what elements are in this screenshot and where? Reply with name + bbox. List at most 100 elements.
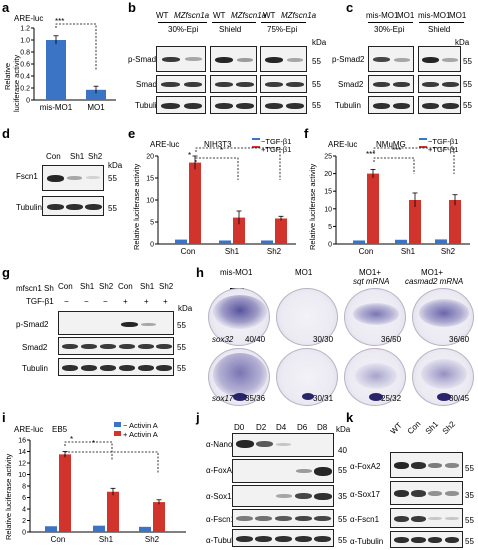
b-underline-1 [158,22,207,23]
j-lane-4: D6 [297,423,308,432]
g-lane-4: Con [118,282,133,291]
h-mrna-3: sqt mRNA [353,277,390,286]
k-blot-sox17 [390,481,463,505]
f-ytick-label-3: 15 [324,189,332,196]
g-blot-tubulin [58,358,174,376]
panel-label-j: j [196,410,200,425]
b-lane-1: WT [156,11,169,20]
f-ytick-label-5: 25 [324,154,332,161]
c-marker-1: 55 [463,57,472,66]
i-sig-2: * [92,439,96,448]
i-bar-neg-2 [139,526,151,532]
panel-label-g: g [2,265,10,280]
g-row-tubulin: Tubulin [22,364,48,373]
j-blot-foxa2 [232,459,334,483]
k-lane-1: WT [388,420,404,436]
i-legend-1: − Activin A [123,421,158,430]
a-axes: 0 0.2 0.4 0.6 0.8 1.0 1.2 [20,26,116,105]
e-ytick-label-0: 0 [150,242,154,249]
b-marker-3: 55 [312,101,321,110]
a-bars: mis-MO1 MO1 [40,23,106,112]
c-blot-smad2-1 [368,75,414,93]
f-legend-2: +TGF-β1 [428,145,459,154]
f-bar-pos-1 [409,200,421,244]
i-sig-bracket-2 [64,451,159,474]
e-axes: 0 5 10 15 20 [146,154,296,249]
j-row-sox17: α-Sox17 [206,492,236,501]
a-ytick-label-5: 1.0 [20,38,30,45]
e-sig-bracket-1 [195,157,239,180]
c-lane-1: mis-MO1 [366,11,399,20]
f-bar-pos-2 [449,200,461,244]
h-embryo-r2-c4 [412,348,474,406]
e-legend-swatch-2 [252,146,260,148]
b-stage-1: 30%-Epi [168,25,199,34]
j-row-fscn1: α-Fscn1 [206,515,236,524]
b-blot-smad2-1 [156,75,206,93]
b-underline-2 [212,22,256,23]
b-blot-tubulin-1 [156,96,206,114]
i-xlabel-2: Sh2 [145,535,160,544]
f-sig-2: *** [392,146,402,155]
a-bar-0 [46,40,66,100]
b-lane-3: WT [213,11,226,20]
h-count-r2-c4: 30/45 [449,394,470,403]
j-marker-2: 55 [338,466,347,475]
e-xlabel-1: Sh1 [225,247,240,256]
j-marker-5: 55 [338,536,347,545]
c-stage-2: Shield [428,25,451,34]
g-marker-2: 55 [177,343,186,352]
g-row-smad2: Smad2 [22,343,48,352]
k-marker-2: 35 [465,491,474,500]
e-bar-pos-0 [189,162,201,244]
c-underline-1 [368,22,413,23]
b-marker-1: 55 [312,57,321,66]
f-bar-neg-1 [395,239,407,244]
b-marker-2: 55 [312,80,321,89]
c-marker-2: 55 [463,80,472,89]
f-bar-pos-0 [367,173,379,244]
g-treat-2: − [84,297,89,306]
c-blot-tubulin-2 [418,96,461,114]
d-marker-1: 55 [108,174,117,183]
d-lane-1: Con [46,152,61,161]
i-sig-bracket-1 [64,441,113,460]
panel-label-a: a [2,0,10,15]
h-count-r2-c3: 25/32 [381,394,402,403]
g-marker-1: 55 [177,321,186,330]
i-bar-pos-0 [59,454,71,532]
i-cell-line: EB5 [52,425,68,434]
e-bar-pos-2 [275,218,287,244]
k-blot-tubulin [390,531,463,548]
j-kda: kDa [336,425,351,434]
g-marker-3: 55 [177,364,186,373]
f-sig-bracket-2 [373,147,455,174]
i-legend-swatch-2 [114,431,121,436]
e-assay-label: ARE-luc [150,140,180,149]
h-col-3: MO1+ [359,268,382,277]
c-stage-1: 30%-Epi [374,25,405,34]
b-lane-4: MZfscn1a [231,11,267,20]
i-bar-pos-1 [107,491,119,532]
f-axes: 0 5 10 15 20 25 [324,154,470,249]
h-count-r1-c1: 40/40 [245,335,266,344]
b-blot-psmad2-1 [156,46,206,72]
h-count-r1-c3: 36/50 [381,335,402,344]
e-ytick-label-2: 10 [146,198,154,205]
a-ytick-label-0: 0 [26,98,30,105]
j-marker-4: 55 [338,515,347,524]
h-count-r2-c2: 30/31 [313,394,334,403]
b-lane-6: MZfscn1a [281,11,317,20]
j-blot-fscn1 [232,509,334,527]
b-blot-tubulin-3 [260,96,307,114]
f-xlabel-1: Sh1 [401,247,416,256]
h-marker-sox32: sox32 [212,335,234,344]
j-lane-2: D2 [256,423,267,432]
f-bars: Con Sh1 Sh2 [353,138,461,256]
c-lane-4: MO1 [449,11,467,20]
k-row-sox17: α-Sox17 [350,490,380,499]
c-lane-2: MO1 [397,11,415,20]
f-chart: 0 5 10 15 20 25 Con Sh1 Sh2 [324,138,470,256]
g-treatment-label: TGF-β1 [26,297,54,306]
e-cell-line: NIH3T3 [204,140,232,149]
